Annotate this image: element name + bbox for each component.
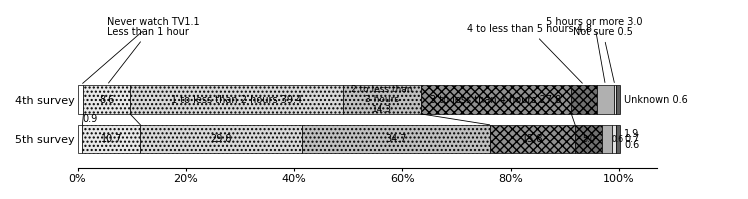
Text: 10.7: 10.7 — [101, 134, 122, 144]
Bar — [78, 125, 82, 153]
Text: Less than 1 hour: Less than 1 hour — [107, 27, 189, 83]
Bar — [78, 85, 84, 114]
Text: 2 to less than
3 hours
14.3: 2 to less than 3 hours 14.3 — [352, 85, 413, 114]
Text: 0.7: 0.7 — [625, 134, 640, 144]
Bar — [613, 125, 616, 153]
Bar — [575, 125, 602, 153]
Bar — [84, 85, 130, 114]
Text: Unknown 0.6: Unknown 0.6 — [625, 95, 688, 104]
Bar — [602, 125, 613, 153]
Text: 29.8: 29.8 — [210, 134, 232, 144]
Text: 1.9: 1.9 — [625, 129, 640, 139]
Bar — [301, 125, 490, 153]
Text: 34.7: 34.7 — [385, 134, 406, 144]
Bar — [141, 125, 301, 153]
Bar — [343, 85, 421, 114]
Text: 5.0: 5.0 — [582, 135, 595, 144]
Text: 0.6: 0.6 — [625, 139, 640, 150]
Bar — [130, 85, 343, 114]
Text: Never watch TV1.1: Never watch TV1.1 — [82, 17, 200, 83]
Text: 5 hours or more 3.0: 5 hours or more 3.0 — [546, 17, 643, 83]
Text: 0.9: 0.9 — [83, 114, 98, 124]
Text: 3 to less than 4 hours 27.8: 3 to less than 4 hours 27.8 — [430, 95, 562, 104]
Text: 1 to less than 2 hours 39.4: 1 to less than 2 hours 39.4 — [171, 95, 302, 104]
Bar — [571, 85, 598, 114]
Text: Not sure 0.5: Not sure 0.5 — [573, 27, 633, 83]
Bar — [82, 125, 141, 153]
Text: 0.6: 0.6 — [612, 135, 624, 144]
Bar — [613, 85, 616, 114]
Bar — [616, 125, 619, 153]
Bar — [421, 85, 571, 114]
Bar — [598, 85, 613, 114]
Text: 4 to less than 5 hours 4.8: 4 to less than 5 hours 4.8 — [468, 24, 592, 83]
Bar — [490, 125, 575, 153]
Text: 15.8: 15.8 — [521, 134, 543, 144]
Bar — [616, 85, 619, 114]
Text: 8.6: 8.6 — [99, 95, 114, 104]
